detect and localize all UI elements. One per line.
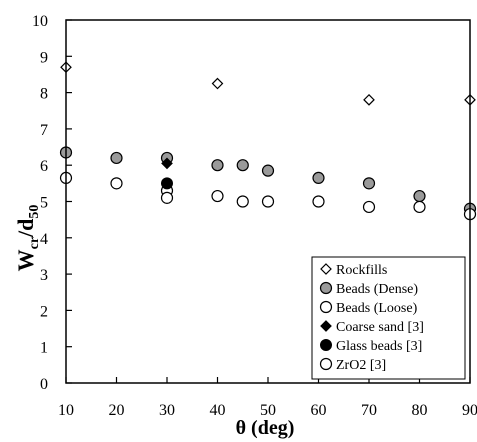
legend: Rockfills Beads (Dense) Beads (Loose) Coars…: [311, 256, 466, 380]
y-axis-title: Wcr/d50: [13, 205, 42, 272]
x-tick-label: 30: [159, 402, 175, 419]
point-beads-loose: [413, 200, 426, 214]
point-zro2-3: [160, 191, 174, 204]
y-tick-label: 10: [32, 13, 48, 30]
point-beads-dense: [413, 189, 426, 203]
y-axis-ticks: 0 1 2 3 4 5 6 7 8 9 10: [32, 13, 72, 393]
point-beads-loose: [312, 195, 325, 208]
point-beads-dense: [236, 159, 249, 172]
y-tick-label: 6: [40, 158, 48, 175]
x-tick-label: 40: [210, 402, 226, 419]
y-tick-label: 4: [40, 231, 48, 248]
point-beads-dense: [110, 151, 123, 165]
point-beads-loose: [110, 177, 123, 190]
legend-marker-beads-loose: [319, 300, 333, 314]
y-tick-label: 7: [40, 122, 48, 139]
x-tick-label: 50: [260, 402, 276, 419]
legend-marker-beads-dense: [319, 281, 333, 295]
y-tick-label: 3: [40, 267, 48, 284]
x-tick-label: 60: [311, 402, 327, 419]
legend-marker-coarse-sand-3: [320, 320, 332, 332]
legend-label-rockfills: Rockfills: [336, 263, 387, 278]
legend-marker-glass-beads-3: [320, 339, 332, 351]
point-beads-loose: [362, 200, 376, 214]
y-axis-title-sub1: cr: [27, 237, 42, 249]
point-coarse-sand-3: [161, 157, 173, 170]
y-axis-title-mid: /d: [13, 219, 38, 238]
x-tick-label: 20: [109, 402, 125, 419]
point-beads-loose: [261, 195, 275, 208]
y-tick-label: 9: [40, 49, 48, 66]
legend-marker-rockfills: [320, 263, 332, 275]
point-beads-loose: [236, 195, 249, 208]
legend-label-beads-loose: Beads (Loose): [336, 301, 418, 316]
point-beads-dense: [362, 177, 376, 190]
x-tick-label: 10: [58, 402, 74, 419]
legend-box: [311, 256, 466, 380]
point-rockfills: [211, 77, 224, 90]
legend-label-glass-beads-3: Glass beads [3]: [336, 339, 422, 354]
legend-marker-zro2-3: [319, 357, 333, 371]
x-tick-label: 80: [412, 402, 428, 419]
plot-frame: [65, 19, 471, 384]
x-tick-label: 70: [361, 402, 377, 419]
point-beads-dense: [261, 164, 275, 177]
point-glass-beads-3: [161, 177, 173, 190]
x-axis-ticks: 10 20 30 40 50 60 70 80 90: [58, 377, 477, 419]
y-tick-label: 0: [40, 376, 48, 393]
y-tick-label: 5: [40, 195, 48, 212]
data-points: [59, 61, 477, 221]
point-beads-dense: [312, 171, 325, 185]
point-beads-dense: [211, 159, 224, 172]
x-axis-title: θ (deg): [236, 417, 295, 439]
y-axis-title-main: W: [13, 249, 38, 271]
legend-label-beads-dense: Beads (Dense): [336, 282, 418, 297]
legend-label-coarse-sand-3: Coarse sand [3]: [336, 320, 424, 335]
legend-label-zro2-3: ZrO2 [3]: [336, 358, 386, 373]
point-rockfills: [363, 94, 375, 106]
y-axis-title-sub2: 50: [27, 205, 42, 219]
y-tick-label: 1: [40, 340, 48, 357]
point-beads-loose: [211, 189, 224, 203]
y-tick-label: 8: [40, 86, 48, 103]
y-tick-label: 2: [40, 303, 48, 320]
x-tick-label: 90: [462, 402, 477, 419]
